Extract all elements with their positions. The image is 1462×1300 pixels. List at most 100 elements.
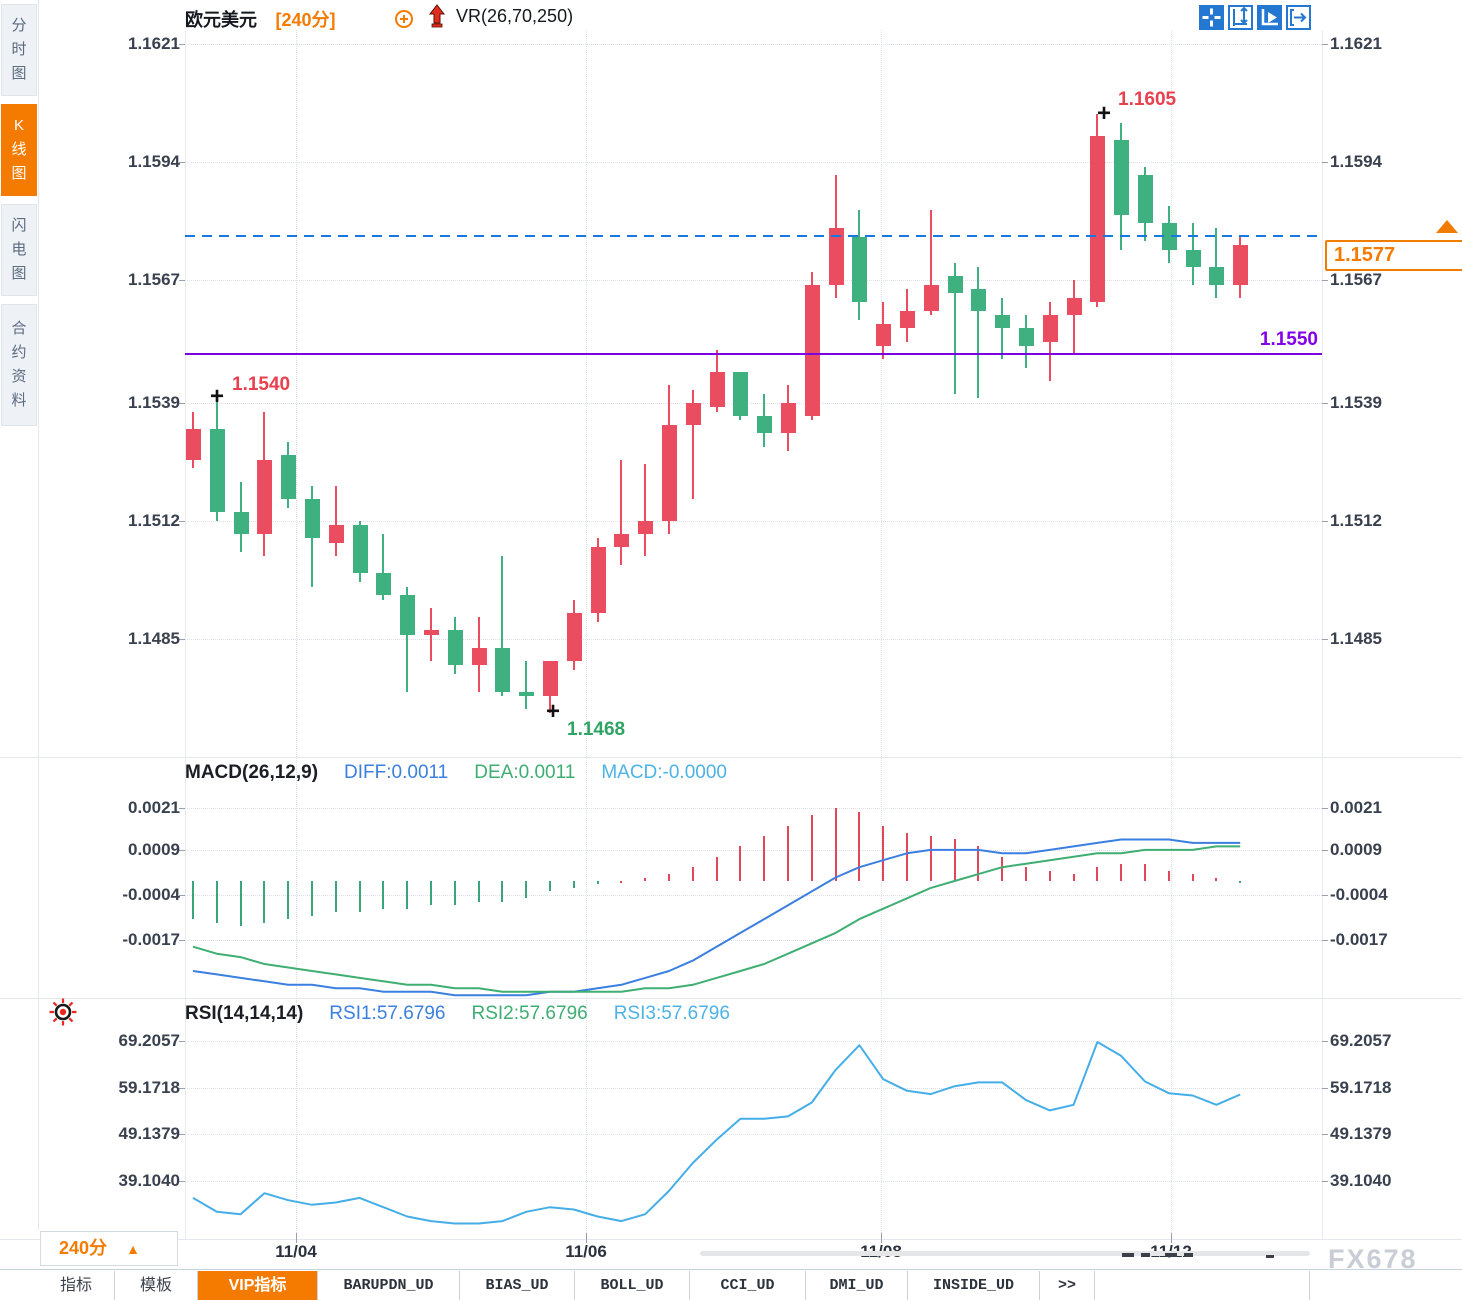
candle-body[interactable]	[305, 499, 320, 539]
candle-body[interactable]	[995, 315, 1011, 329]
candle-body[interactable]	[852, 236, 868, 303]
candle-body[interactable]	[1066, 297, 1082, 316]
candle-body[interactable]	[733, 372, 749, 416]
candle-body[interactable]	[1042, 315, 1058, 342]
candle-body[interactable]	[1209, 267, 1225, 285]
macd-hist-bar	[1048, 870, 1051, 881]
candle-body[interactable]	[900, 310, 915, 329]
candle-body[interactable]	[400, 595, 416, 635]
sidebar-item-char: 线	[11, 141, 27, 158]
y-axis-label-left-macd: 0.0009	[128, 840, 180, 859]
candle-body[interactable]	[447, 630, 463, 666]
y-tickmark-right	[1322, 280, 1328, 281]
tick-dash	[1122, 1253, 1134, 1257]
candle-body[interactable]	[923, 284, 939, 311]
candle-body[interactable]	[233, 512, 249, 534]
y-axis-label-right-main: 1.1539	[1330, 393, 1382, 412]
y-axis-label-right-macd: -0.0004	[1330, 885, 1388, 904]
candle-body[interactable]	[1019, 328, 1034, 346]
x-axis-tickmark	[881, 1233, 882, 1243]
candle-body[interactable]	[495, 647, 511, 692]
macd-hist-bar	[1001, 856, 1004, 881]
candle-body[interactable]	[781, 402, 796, 434]
y-axis-label-right-macd: 0.0009	[1330, 840, 1382, 859]
candle-body[interactable]	[828, 227, 844, 285]
indicator-tab-2[interactable]: 模板	[115, 1271, 198, 1300]
candle-body[interactable]	[1114, 140, 1130, 215]
candle-body[interactable]	[1090, 135, 1106, 303]
candle-body[interactable]	[590, 547, 606, 613]
candle-body[interactable]	[947, 275, 963, 294]
fit-y-axis-icon[interactable]	[1228, 5, 1253, 30]
sidebar-item-4[interactable]: 合约资料	[1, 304, 37, 426]
indicator-tab-1[interactable]: 指标	[38, 1271, 115, 1300]
macd-hist-bar	[739, 846, 742, 881]
y-tickmark-left	[179, 280, 185, 281]
high-label: 1.1605	[1118, 89, 1177, 110]
auto-scale-play-icon[interactable]	[1257, 5, 1282, 30]
y-tickmark-right	[1322, 162, 1328, 163]
candle-body[interactable]	[328, 525, 344, 543]
macd-title: MACD(26,12,9)	[185, 762, 319, 783]
add-indicator-icon[interactable]	[394, 9, 414, 29]
go-to-latest-icon[interactable]	[1286, 5, 1311, 30]
macd-hist-bar	[1191, 874, 1194, 881]
y-tickmark-right	[1322, 940, 1328, 941]
indicator-tab-9[interactable]: INSIDE_UD	[908, 1271, 1040, 1300]
candle-body[interactable]	[757, 415, 773, 434]
candle-body[interactable]	[566, 612, 582, 661]
candle-body[interactable]	[876, 324, 892, 346]
y-tickmark-right	[1322, 1181, 1328, 1182]
candle-body[interactable]	[471, 647, 487, 666]
macd-hist-bar	[430, 881, 432, 906]
candle-body[interactable]	[257, 459, 273, 534]
panel-separator	[0, 998, 1462, 999]
candle-body[interactable]	[209, 429, 225, 513]
sidebar-item-1[interactable]: 分时图	[1, 4, 37, 96]
candle-body[interactable]	[281, 455, 297, 499]
support-line[interactable]	[185, 353, 1322, 355]
y-axis-label-left-main: 1.1567	[128, 270, 180, 289]
candle-body[interactable]	[186, 429, 201, 460]
indicator-tab-7[interactable]: CCI_UD	[690, 1271, 806, 1300]
candle-body[interactable]	[685, 402, 701, 425]
candle-wick	[334, 485, 337, 556]
indicator-tab-8[interactable]: DMI_UD	[806, 1271, 908, 1300]
candle-body[interactable]	[662, 424, 677, 521]
candle-body[interactable]	[638, 520, 654, 534]
candle-body[interactable]	[1233, 245, 1249, 285]
candle-body[interactable]	[424, 630, 439, 635]
candle-body[interactable]	[352, 525, 368, 574]
period-badge[interactable]: [240分]	[275, 10, 336, 30]
horizontal-scrollbar[interactable]	[700, 1251, 1310, 1256]
y-tickmark-right	[1322, 895, 1328, 896]
indicator-tab-4[interactable]: BARUPDN_UD	[318, 1271, 460, 1300]
candle-body[interactable]	[614, 534, 630, 548]
candle-body[interactable]	[543, 660, 558, 696]
cross-marker-swing-high: +	[209, 383, 225, 411]
indicator-tab-10[interactable]: >>	[1040, 1271, 1095, 1300]
live-sun-icon[interactable]	[47, 996, 79, 1028]
sidebar-item-char: 图	[11, 65, 27, 82]
gridline-main	[185, 521, 1322, 522]
candle-body[interactable]	[971, 289, 987, 311]
candle-body[interactable]	[519, 691, 535, 696]
candle-body[interactable]	[804, 284, 820, 416]
candle-body[interactable]	[376, 573, 392, 596]
candle-body[interactable]	[709, 372, 725, 408]
indicator-tab-6[interactable]: BOLL_UD	[575, 1271, 690, 1300]
indicator-tab-5[interactable]: BIAS_UD	[460, 1271, 575, 1300]
candle-body[interactable]	[1138, 175, 1153, 224]
candle-body[interactable]	[1185, 249, 1201, 268]
y-tickmark-left	[179, 940, 185, 941]
candle-wick	[430, 608, 432, 661]
move-crosshair-icon[interactable]	[1199, 5, 1224, 30]
macd-hist-bar	[501, 881, 504, 902]
sidebar-item-3[interactable]: 闪电图	[1, 204, 37, 296]
period-selector[interactable]: 240分 ▲	[40, 1231, 178, 1266]
candle-wick	[691, 389, 694, 499]
support-price-label: 1.1550	[1259, 329, 1318, 350]
indicator-tab-3[interactable]: VIP指标	[198, 1271, 318, 1300]
